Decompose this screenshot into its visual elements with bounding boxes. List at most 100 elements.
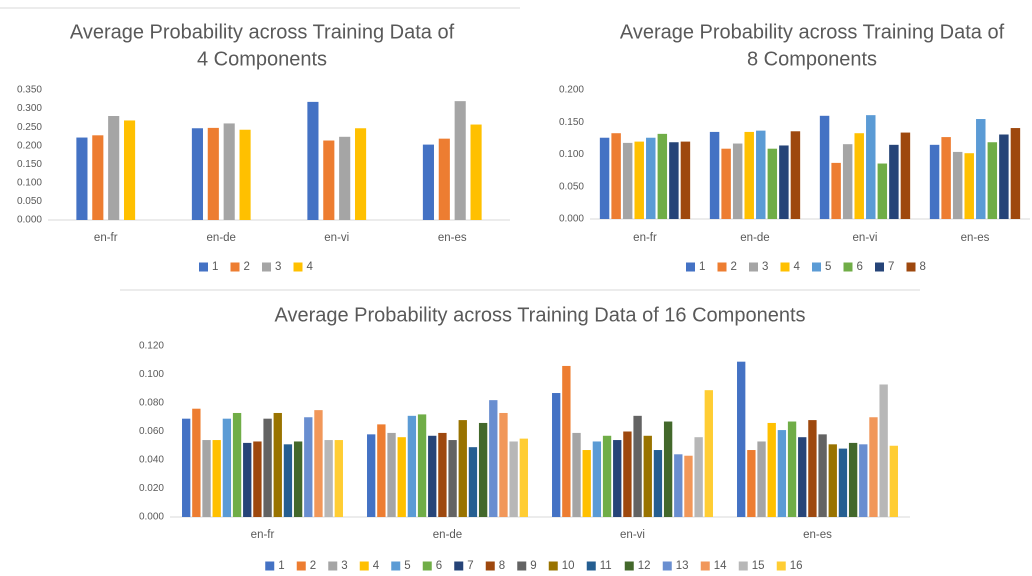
- y-tick-label: 0.100: [17, 177, 42, 188]
- bar: [643, 435, 652, 517]
- bar: [76, 137, 88, 220]
- legend-swatch: [548, 561, 558, 571]
- bar: [448, 440, 457, 517]
- bar: [489, 400, 498, 517]
- bar: [737, 361, 746, 517]
- legend-label: 3: [275, 261, 281, 273]
- legend-label: 12: [638, 560, 651, 572]
- bar: [422, 144, 434, 220]
- y-tick-label: 0.150: [559, 117, 584, 128]
- x-tick-label: en-es: [803, 529, 832, 541]
- bar: [367, 434, 376, 517]
- bar: [207, 127, 219, 220]
- legend-label: 8: [920, 261, 926, 273]
- bar: [889, 144, 899, 219]
- bar: [239, 129, 251, 220]
- x-tick-label: en-fr: [94, 232, 118, 244]
- legend-label: 6: [436, 560, 442, 572]
- legend-label: 2: [310, 560, 316, 572]
- bar: [293, 441, 303, 517]
- legend-label: 5: [404, 560, 410, 572]
- legend-swatch: [749, 262, 758, 272]
- bar: [428, 435, 437, 517]
- bar: [976, 119, 986, 219]
- bar: [599, 137, 610, 219]
- bar: [1010, 128, 1021, 219]
- bar: [263, 418, 272, 517]
- bar: [582, 450, 591, 517]
- y-tick-label: 0.000: [139, 512, 164, 523]
- legend-swatch: [780, 262, 790, 272]
- x-tick-label: en-fr: [633, 232, 657, 244]
- legend-label: 2: [731, 261, 737, 273]
- bar: [222, 418, 232, 517]
- bar: [721, 148, 731, 219]
- bar: [877, 163, 888, 219]
- bar: [519, 438, 528, 517]
- y-tick-label: 0.040: [139, 455, 164, 466]
- bar: [633, 415, 642, 517]
- legend-label: 4: [794, 261, 801, 273]
- bar: [900, 132, 911, 219]
- legend-label: 4: [373, 560, 380, 572]
- bar: [387, 432, 396, 517]
- bar: [377, 424, 386, 517]
- bar: [747, 450, 756, 517]
- bar: [848, 442, 858, 517]
- bar: [767, 422, 776, 517]
- bar: [499, 412, 508, 517]
- chart-title: 4 Components: [197, 48, 327, 70]
- chart-title: 8 Components: [747, 48, 877, 70]
- legend-label: 4: [307, 261, 314, 273]
- bar: [314, 410, 323, 517]
- bar: [623, 431, 632, 517]
- bar: [657, 133, 668, 219]
- bar: [438, 138, 450, 220]
- y-tick-label: 0.000: [559, 214, 584, 225]
- bar: [634, 141, 644, 219]
- y-tick-label: 0.100: [139, 369, 164, 380]
- legend-swatch: [738, 561, 748, 571]
- legend-swatch: [875, 262, 884, 272]
- bar: [304, 417, 313, 517]
- bar: [324, 440, 333, 517]
- bar: [646, 137, 656, 219]
- bar: [283, 444, 293, 517]
- legend-swatch: [586, 561, 596, 571]
- y-tick-label: 0.200: [559, 85, 584, 96]
- bar: [674, 454, 683, 517]
- legend-swatch: [843, 262, 853, 272]
- legend-label: 6: [857, 261, 863, 273]
- bar: [964, 153, 974, 219]
- y-tick-label: 0.100: [559, 149, 584, 160]
- y-tick-label: 0.250: [17, 122, 42, 133]
- bar: [202, 440, 211, 517]
- bar: [212, 440, 221, 517]
- legend-swatch: [454, 561, 464, 571]
- x-tick-label: en-vi: [324, 232, 349, 244]
- bar: [787, 421, 797, 517]
- bar: [828, 444, 837, 517]
- y-tick-label: 0.150: [17, 159, 42, 170]
- bar: [694, 437, 703, 517]
- bar: [468, 447, 478, 517]
- y-tick-label: 0.120: [139, 341, 164, 352]
- bar: [929, 144, 940, 219]
- legend-label: 1: [212, 261, 218, 273]
- x-tick-label: en-de: [433, 529, 462, 541]
- x-tick-label: en-de: [740, 232, 769, 244]
- bar: [999, 134, 1009, 219]
- legend-swatch: [906, 262, 916, 272]
- y-tick-label: 0.300: [17, 103, 42, 114]
- chart-title: Average Probability across Training Data…: [70, 21, 455, 43]
- bar: [613, 440, 622, 517]
- bar: [622, 142, 633, 219]
- bar: [767, 148, 778, 219]
- y-tick-label: 0.020: [139, 483, 164, 494]
- y-tick-label: 0.350: [17, 85, 42, 96]
- bar: [663, 421, 673, 517]
- bar: [704, 390, 713, 517]
- legend-label: 7: [888, 261, 894, 273]
- legend-swatch: [230, 262, 240, 272]
- bar: [307, 101, 319, 220]
